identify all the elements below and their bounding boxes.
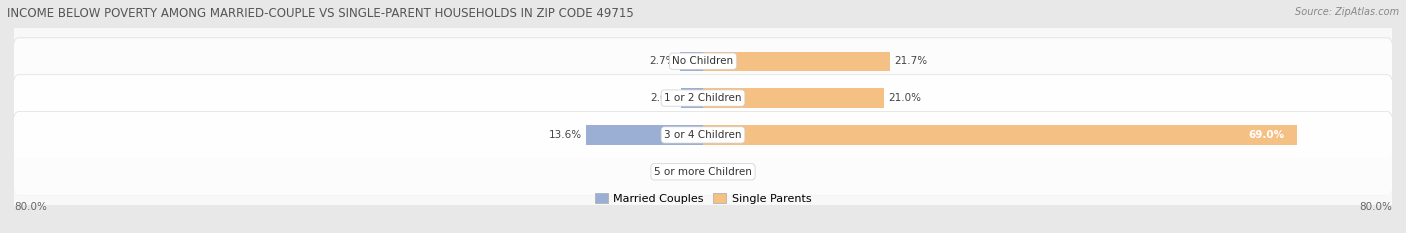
Text: 2.6%: 2.6%	[650, 93, 676, 103]
Text: 3 or 4 Children: 3 or 4 Children	[664, 130, 742, 140]
Text: 80.0%: 80.0%	[14, 202, 46, 212]
FancyBboxPatch shape	[11, 75, 1395, 195]
FancyBboxPatch shape	[11, 112, 1395, 232]
Text: 1 or 2 Children: 1 or 2 Children	[664, 93, 742, 103]
Legend: Married Couples, Single Parents: Married Couples, Single Parents	[591, 189, 815, 208]
Text: Source: ZipAtlas.com: Source: ZipAtlas.com	[1295, 7, 1399, 17]
Bar	[703, 125, 1298, 144]
Bar	[681, 89, 703, 108]
Bar	[703, 51, 890, 71]
FancyBboxPatch shape	[11, 1, 1395, 121]
Text: 80.0%: 80.0%	[1360, 202, 1392, 212]
Text: 21.7%: 21.7%	[894, 56, 928, 66]
Text: 2.7%: 2.7%	[650, 56, 675, 66]
Text: 0.0%: 0.0%	[707, 167, 734, 177]
Bar	[703, 89, 884, 108]
Bar	[586, 125, 703, 144]
Text: 0.0%: 0.0%	[672, 167, 699, 177]
Text: 21.0%: 21.0%	[889, 93, 921, 103]
Text: 13.6%: 13.6%	[548, 130, 582, 140]
Text: 69.0%: 69.0%	[1249, 130, 1284, 140]
Text: 5 or more Children: 5 or more Children	[654, 167, 752, 177]
Text: INCOME BELOW POVERTY AMONG MARRIED-COUPLE VS SINGLE-PARENT HOUSEHOLDS IN ZIP COD: INCOME BELOW POVERTY AMONG MARRIED-COUPL…	[7, 7, 634, 20]
Bar	[679, 51, 703, 71]
FancyBboxPatch shape	[11, 38, 1395, 158]
Text: No Children: No Children	[672, 56, 734, 66]
